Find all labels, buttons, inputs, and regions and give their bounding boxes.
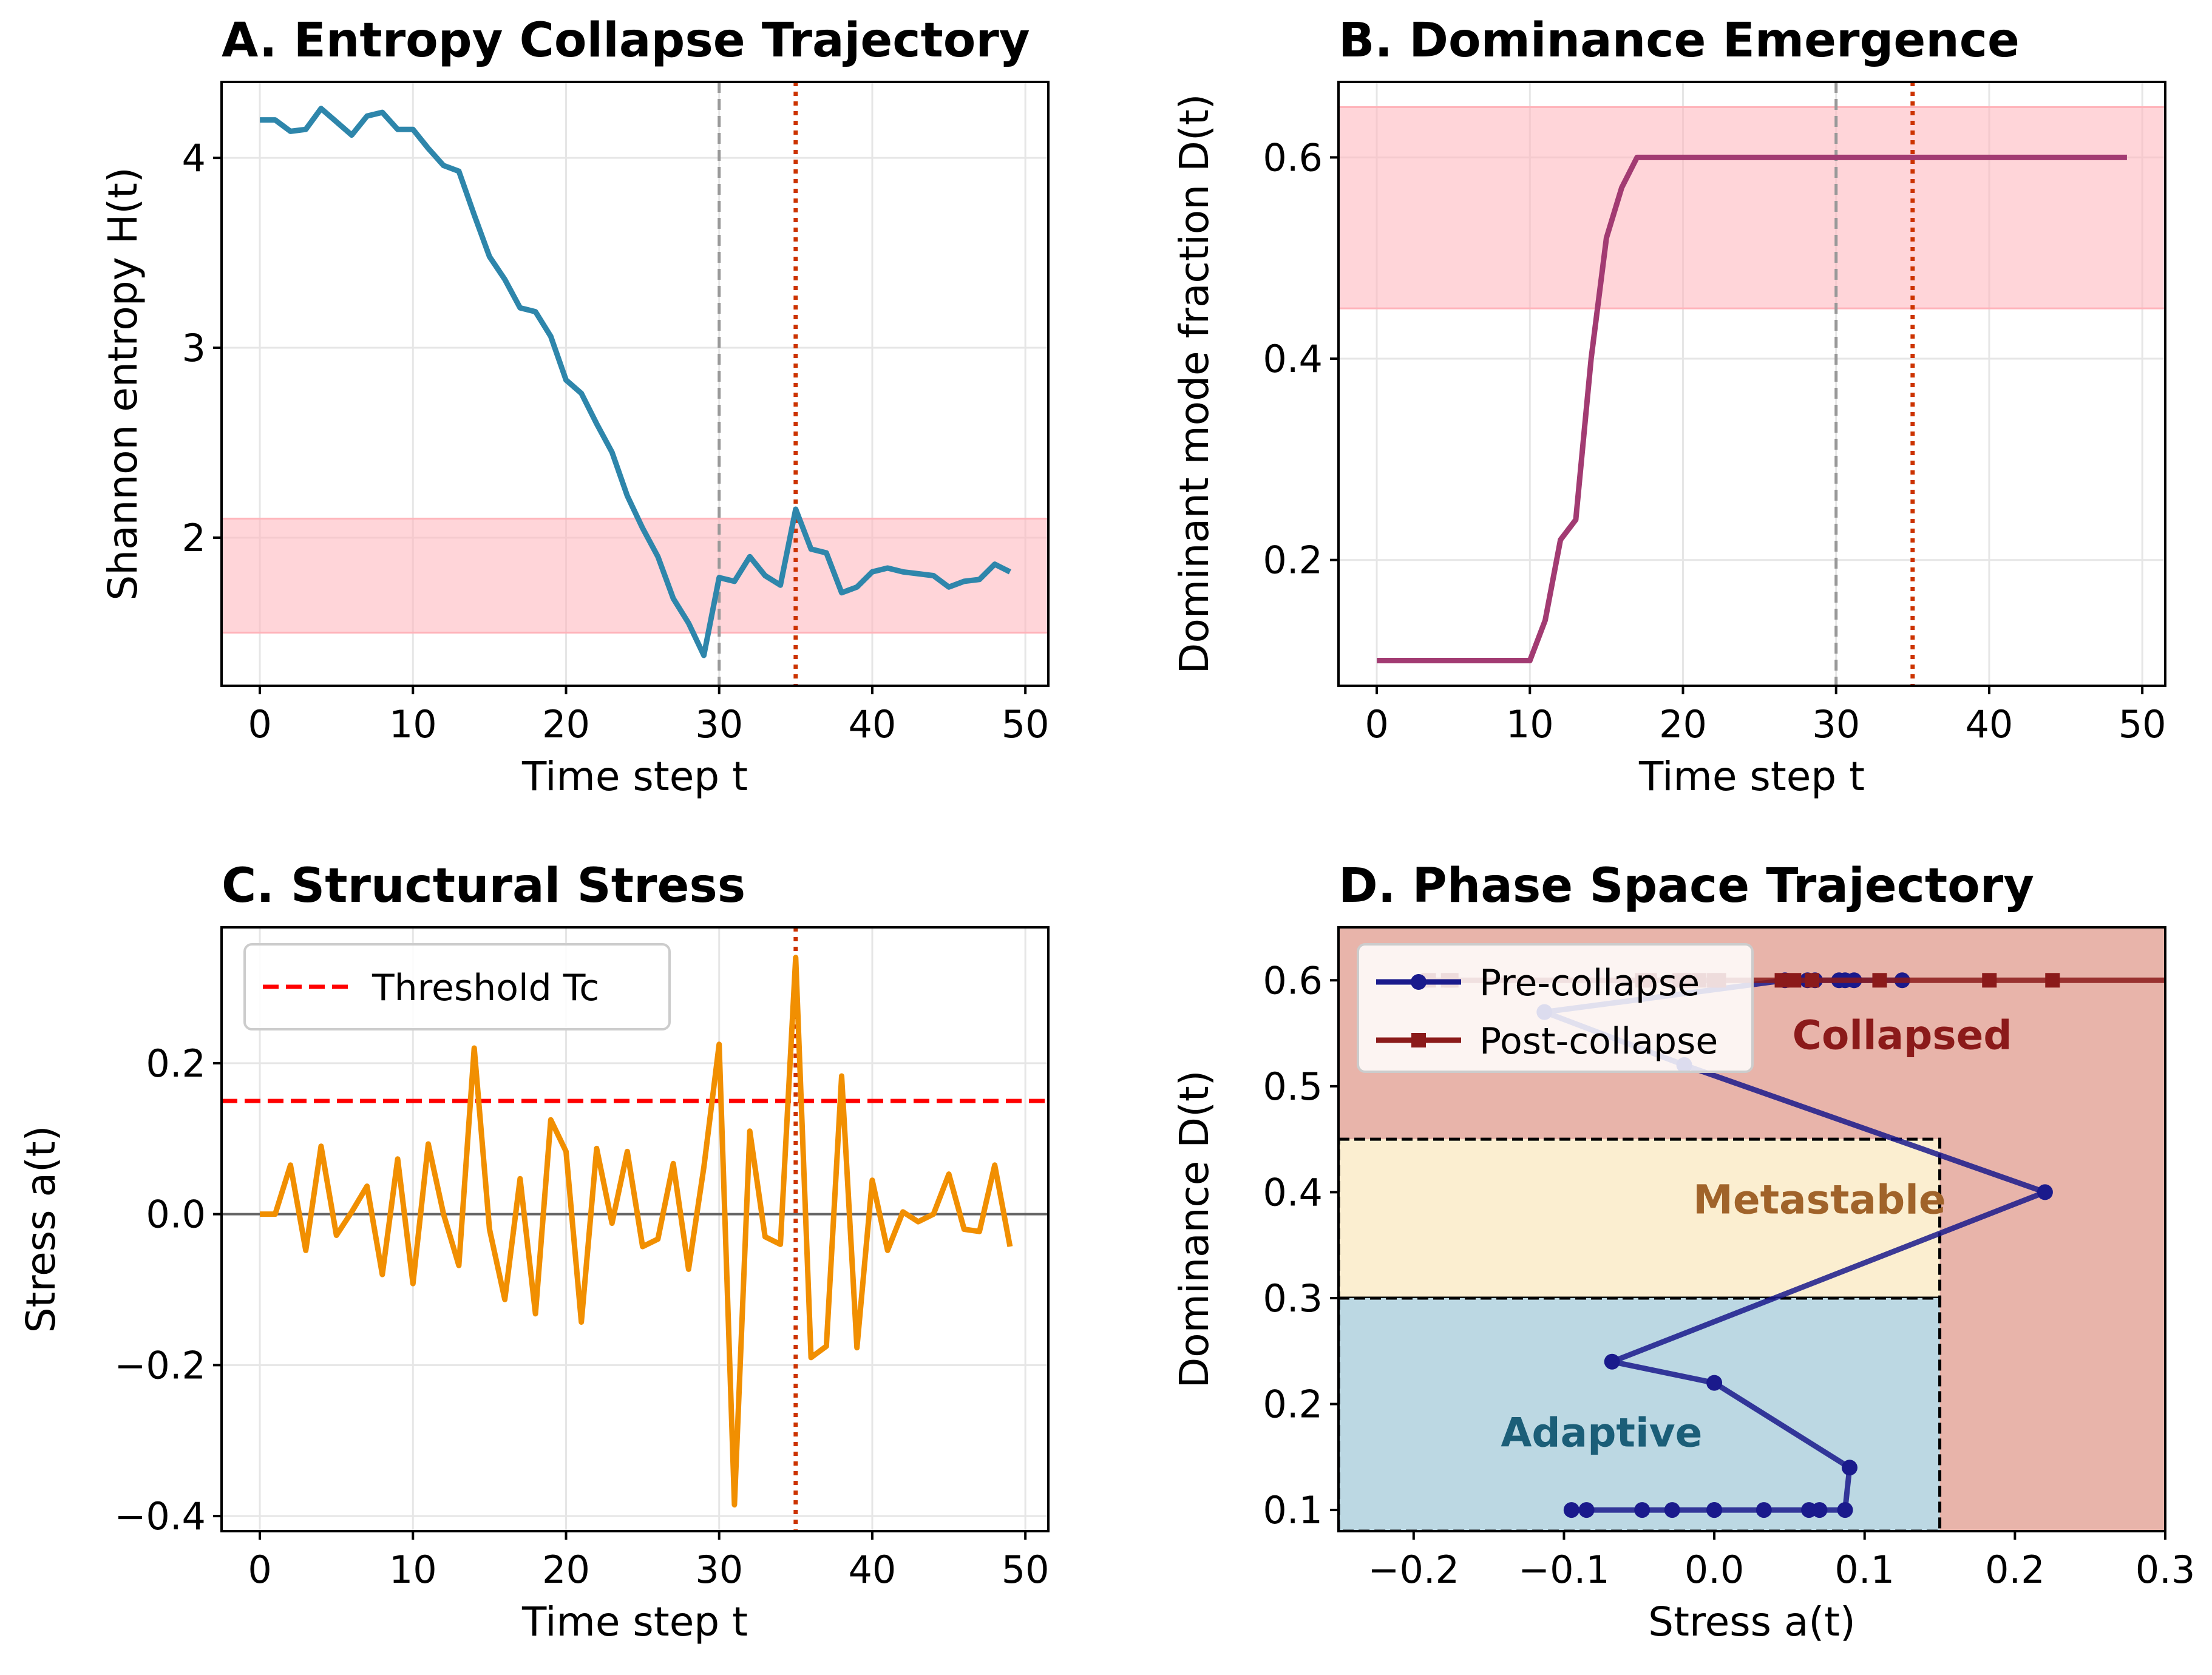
data-point — [1706, 1375, 1723, 1391]
x-tick-label: 50 — [1002, 1548, 1050, 1592]
plot-area — [1338, 82, 2165, 686]
x-tick-label: 0 — [248, 1548, 271, 1592]
legend-box — [243, 943, 671, 1030]
y-tick-label: 4 — [182, 136, 206, 180]
y-tick-label: 0.2 — [1263, 1382, 1323, 1427]
series-line-b — [1377, 154, 2127, 663]
x-tick-label: 30 — [1812, 702, 1860, 746]
data-point — [1706, 1502, 1723, 1518]
y-tick-label: 0.6 — [1263, 958, 1323, 1003]
data-point — [1786, 973, 1802, 988]
region-label-collapsed: Collapsed — [1793, 1012, 2012, 1059]
x-tick-label: 0.0 — [1684, 1548, 1745, 1592]
target-band — [1338, 106, 2165, 310]
region-label-metastable: Metastable — [1693, 1176, 1946, 1223]
y-tick-label: 0.6 — [1263, 135, 1323, 180]
x-axis-label: Time step t — [521, 753, 748, 800]
y-tick-label: 0.2 — [1263, 538, 1323, 583]
x-tick-label: 10 — [389, 702, 437, 746]
x-tick-label: −0.2 — [1368, 1548, 1460, 1592]
data-point — [1563, 1502, 1579, 1518]
x-tick-label: 10 — [1506, 702, 1554, 746]
x-tick-label: 0 — [1365, 702, 1388, 746]
series-line-c — [260, 955, 1013, 1508]
data-point — [1664, 1502, 1680, 1518]
plot-area — [222, 927, 1048, 1531]
y-tick-label: 0.4 — [1263, 337, 1323, 381]
y-axis-label: Dominance D(t) — [1171, 1070, 1218, 1388]
data-point — [1634, 1502, 1651, 1518]
x-tick-label: 20 — [542, 702, 590, 746]
axes-frame — [220, 926, 1050, 1532]
legend: Pre-collapse Post-collapse — [1357, 943, 1754, 1073]
legend: Threshold Tc — [243, 943, 671, 1030]
chart-title: B. Dominance Emergence — [1338, 13, 2020, 68]
chart-title: D. Phase Space Trajectory — [1338, 859, 2034, 913]
x-tick-label: 0 — [248, 702, 271, 746]
x-tick-label: −0.1 — [1518, 1548, 1610, 1592]
region-label-adaptive: Adaptive — [1501, 1409, 1702, 1456]
x-tick-label: 10 — [389, 1548, 437, 1592]
y-tick-label: −0.4 — [114, 1494, 206, 1538]
x-tick-label: 0.2 — [1985, 1548, 2045, 1592]
panel-d: Collapsed Metastable Adaptive −0.2 −0.1 0.0 0.… — [1171, 859, 2196, 1645]
x-tick-label: 20 — [1659, 702, 1707, 746]
y-axis-label: Stress a(t) — [18, 1126, 64, 1333]
y-axis-label: Dominant mode fraction D(t) — [1171, 94, 1218, 674]
y-tick-label: 0.1 — [1263, 1488, 1323, 1532]
x-tick-label: 30 — [695, 1548, 743, 1592]
legend-swatch-marker — [1411, 1033, 1426, 1047]
x-tick-label: 50 — [2119, 702, 2166, 746]
panel-b: 0 10 20 30 40 50 0.2 0.4 0.6 B. Dominance Emergen… — [1171, 13, 2166, 800]
y-tick-label: 0.5 — [1263, 1064, 1323, 1109]
x-tick-label: 40 — [848, 702, 896, 746]
data-point — [1578, 1502, 1595, 1518]
y-tick-label: −0.2 — [114, 1343, 206, 1387]
x-axis-label: Time step t — [521, 1599, 748, 1645]
y-tick-label: 0.0 — [146, 1193, 206, 1237]
x-axis-label: Stress a(t) — [1648, 1599, 1856, 1645]
panel-a: 0 10 20 30 40 50 2 3 4 A. Entropy Collapse Trajec… — [100, 13, 1050, 800]
target-band — [222, 518, 1048, 634]
x-tick-label: 0.1 — [1834, 1548, 1895, 1592]
plot-area — [222, 82, 1048, 686]
y-tick-label: 0.4 — [1263, 1170, 1323, 1214]
data-point — [1604, 1353, 1620, 1370]
y-tick-label: 0.3 — [1263, 1276, 1323, 1321]
x-tick-label: 20 — [542, 1548, 590, 1592]
data-point — [1837, 1502, 1853, 1518]
data-point — [1872, 973, 1887, 988]
data-point — [1841, 1460, 1857, 1476]
series-line-a — [260, 106, 1011, 658]
y-tick-label: 0.2 — [146, 1041, 206, 1086]
y-tick-label: 3 — [182, 326, 206, 370]
panel-c: 0 10 20 30 40 50 −0.4 −0.2 0.0 0.2 C. Structural S… — [18, 859, 1050, 1645]
data-point — [1805, 973, 1820, 988]
axes-frame — [220, 81, 1050, 687]
axes-frame — [1337, 81, 2166, 687]
chart-title: A. Entropy Collapse Trajectory — [222, 13, 1030, 68]
data-point — [1756, 1502, 1772, 1518]
y-tick-label: 2 — [182, 516, 206, 560]
legend-label-post-collapse: Post-collapse — [1479, 1020, 1718, 1063]
x-axis-label: Time step t — [1638, 753, 1865, 800]
data-point — [1811, 1502, 1828, 1518]
axes-frame — [1337, 926, 2166, 1532]
data-point — [2037, 1184, 2053, 1200]
legend-label-threshold: Threshold Tc — [371, 967, 599, 1009]
x-tick-label: 40 — [848, 1548, 896, 1592]
y-axis-label: Shannon entropy H(t) — [100, 167, 146, 600]
chart-title: C. Structural Stress — [222, 859, 745, 913]
x-tick-label: 50 — [1002, 702, 1050, 746]
legend-swatch-marker — [1411, 974, 1427, 990]
legend-label-pre-collapse: Pre-collapse — [1479, 962, 1700, 1004]
region-adaptive — [1338, 1296, 1942, 1531]
x-tick-label: 40 — [1965, 702, 2013, 746]
x-tick-label: 30 — [695, 702, 743, 746]
data-point — [2045, 973, 2060, 988]
data-point — [1982, 973, 1997, 988]
x-tick-label: 0.3 — [2136, 1548, 2196, 1592]
